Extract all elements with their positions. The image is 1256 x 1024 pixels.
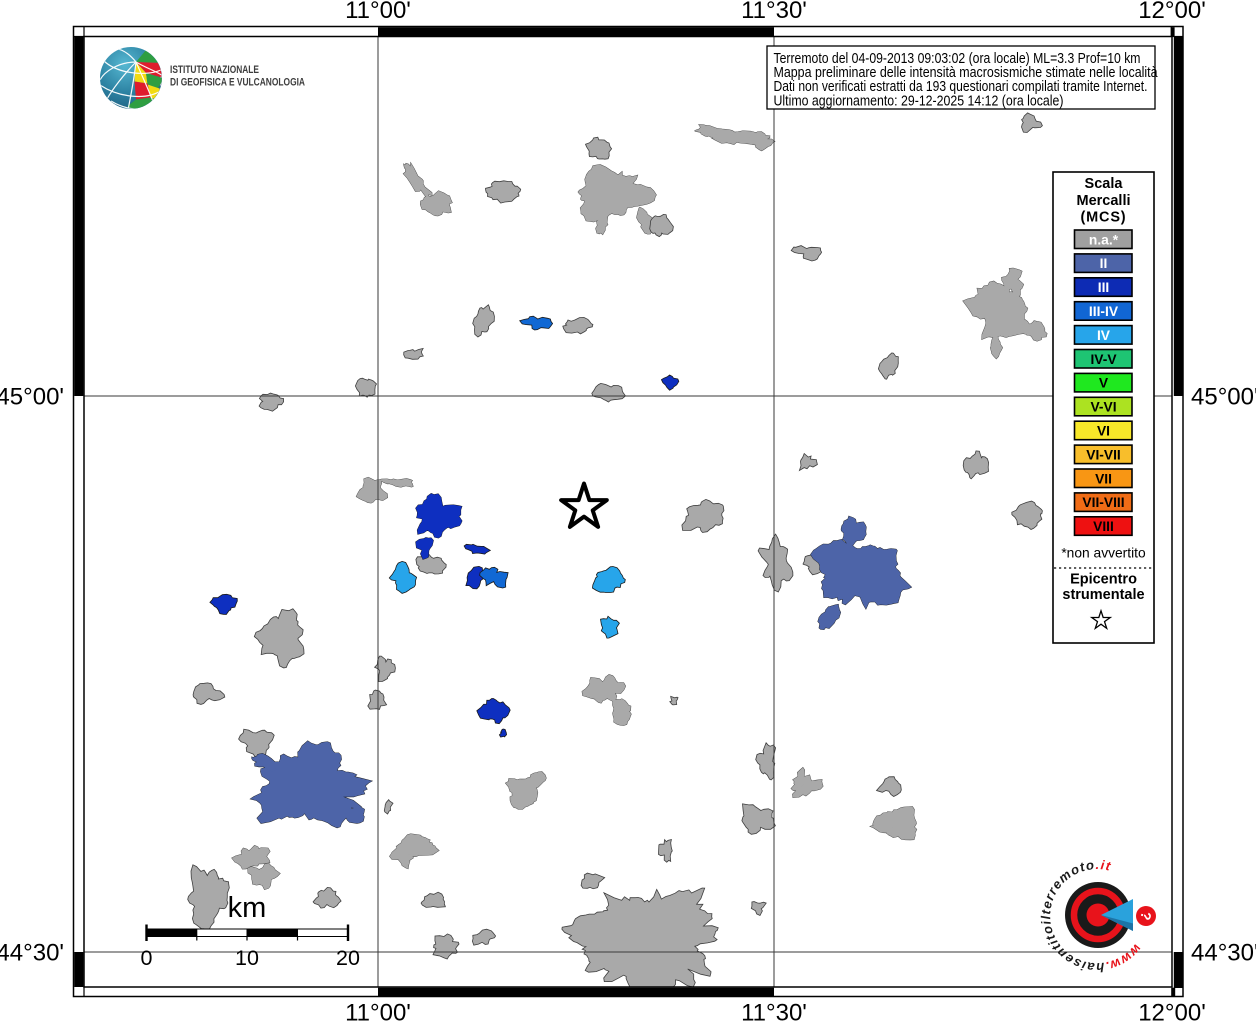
svg-text:III-IV: III-IV: [1089, 304, 1119, 319]
svg-text:Ultimo aggiornamento: 29-12-20: Ultimo aggiornamento: 29-12-2025 14:12 (…: [774, 92, 1064, 109]
svg-text:11°30': 11°30': [741, 1000, 807, 1024]
svg-text:IV-V: IV-V: [1090, 352, 1117, 367]
svg-text:11°00': 11°00': [345, 0, 411, 24]
svg-text:VI: VI: [1097, 424, 1110, 439]
svg-text:0: 0: [141, 946, 153, 970]
svg-text:(MCS): (MCS): [1081, 210, 1127, 226]
svg-text:strumentale: strumentale: [1062, 587, 1144, 603]
svg-text:V-VI: V-VI: [1090, 400, 1116, 415]
svg-text:12°00': 12°00': [1138, 0, 1206, 24]
svg-text:10: 10: [235, 946, 259, 970]
svg-text:Mercalli: Mercalli: [1077, 193, 1131, 209]
svg-text:II: II: [1100, 256, 1108, 271]
svg-text:III: III: [1098, 280, 1110, 295]
svg-text:45°00': 45°00': [1191, 384, 1256, 411]
svg-text:IV: IV: [1097, 328, 1111, 343]
svg-text:ISTITUTO NAZIONALE: ISTITUTO NAZIONALE: [170, 64, 259, 76]
svg-text:Mappa preliminare delle intens: Mappa preliminare delle intensità macros…: [774, 64, 1159, 81]
svg-text:45°00': 45°00': [0, 384, 64, 411]
svg-text:VIII: VIII: [1093, 519, 1114, 534]
svg-text:?: ?: [1137, 910, 1154, 921]
svg-text:Epicentro: Epicentro: [1070, 572, 1137, 588]
svg-text:V: V: [1099, 376, 1109, 391]
svg-text:Terremoto del 04-09-2013 09:03: Terremoto del 04-09-2013 09:03:02 (ora l…: [774, 50, 1141, 67]
svg-text:11°30': 11°30': [741, 0, 807, 24]
svg-text:20: 20: [336, 946, 360, 970]
svg-text:Dati non verificati estratti d: Dati non verificati estratti da 193 ques…: [774, 78, 1148, 95]
svg-text:km: km: [228, 892, 267, 924]
svg-text:VII: VII: [1095, 471, 1112, 486]
svg-text:n.a.*: n.a.*: [1089, 232, 1119, 247]
svg-text:44°30': 44°30': [1191, 940, 1256, 967]
svg-text:*non avvertito: *non avvertito: [1061, 546, 1146, 561]
svg-text:DI GEOFISICA E VULCANOLOGIA: DI GEOFISICA E VULCANOLOGIA: [170, 77, 305, 89]
svg-text:11°00': 11°00': [345, 1000, 411, 1024]
svg-text:Scala: Scala: [1085, 176, 1124, 192]
svg-text:44°30': 44°30': [0, 940, 64, 967]
svg-text:VI-VII: VI-VII: [1086, 447, 1121, 462]
svg-text:VII-VIII: VII-VIII: [1082, 495, 1124, 510]
svg-text:12°00': 12°00': [1138, 1000, 1206, 1024]
